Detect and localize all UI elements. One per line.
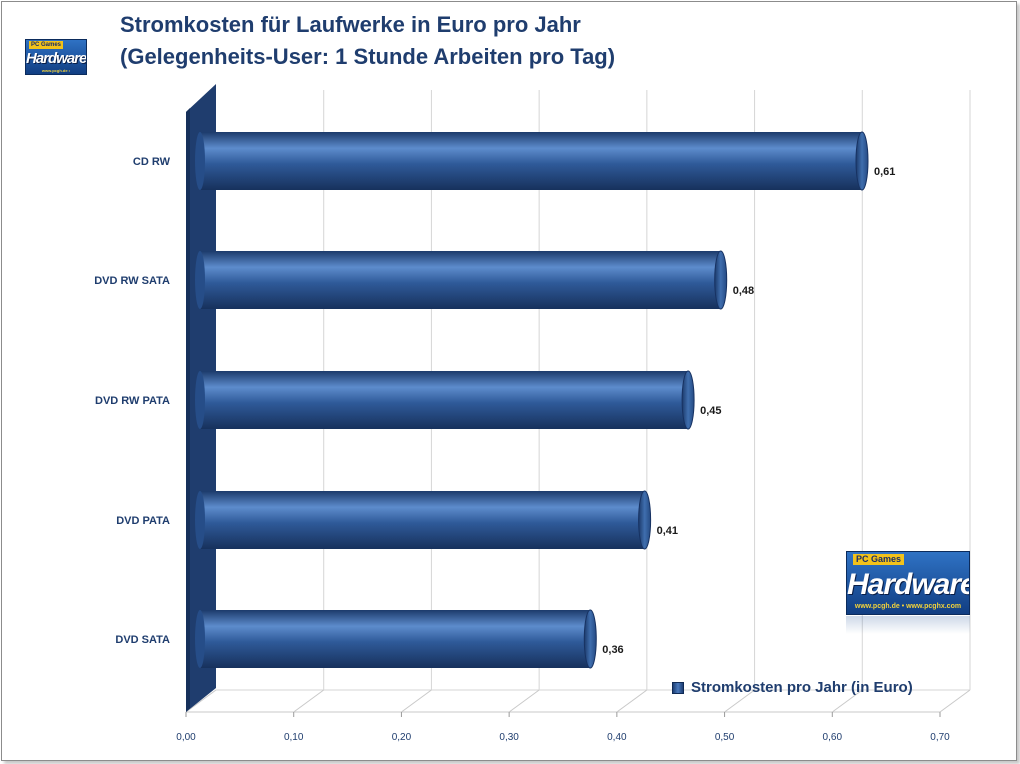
floor-gridline (939, 689, 971, 713)
chart-title: Stromkosten für Laufwerke in Euro pro Ja… (120, 12, 581, 37)
chart-subtitle: (Gelegenheits-User: 1 Stunde Arbeiten pr… (120, 44, 616, 69)
bar-start-cap (195, 371, 205, 429)
bar-body (199, 251, 721, 309)
label-layer: 0,00 0,10 0,20 0,30 0,40 0,50 0,60 0,70 CD RW 0,6… (94, 156, 950, 743)
logo-url-large: www.pcgh.de • www.pcghx.com (854, 603, 962, 610)
bar-start-cap (195, 132, 205, 190)
bar-cd-rw (195, 131, 869, 191)
x-tick-label: 0,30 (499, 732, 519, 743)
logo-url: www.pcgh.de • www.pcghx.com (40, 68, 71, 74)
bar-dvd-sata (195, 609, 597, 669)
x-tick-label: 0,00 (176, 732, 196, 743)
legend-label: Stromkosten pro Jahr (in Euro) (691, 679, 913, 696)
bar-dvd-rw-sata (195, 250, 728, 310)
logo-badge-large: PC Games (853, 554, 905, 565)
bar-end-cap (855, 131, 869, 191)
bar-dvd-rw-pata (195, 370, 695, 430)
hardware-logo-small: PC Games Hardware www.pcgh.de • www.pcgh… (25, 39, 87, 75)
x-tick-label: 0,20 (392, 732, 412, 743)
chart-legend: Stromkosten pro Jahr (in Euro) (672, 679, 913, 696)
bar-layer (195, 131, 869, 669)
bar-body (199, 132, 862, 190)
category-label: DVD PATA (116, 515, 170, 527)
category-label: CD RW (133, 156, 171, 168)
value-label: 0,45 (700, 405, 721, 417)
floor-gridline (831, 689, 863, 713)
category-label: DVD RW SATA (94, 275, 170, 287)
logo-word: Hardware (26, 50, 87, 67)
x-tick-label: 0,40 (607, 732, 627, 743)
bar-end-cap (638, 490, 652, 550)
bar-dvd-pata (195, 490, 652, 550)
floor-gridline (185, 689, 217, 713)
x-tick-label: 0,50 (715, 732, 735, 743)
category-label: DVD RW PATA (95, 395, 170, 407)
bar-start-cap (195, 610, 205, 668)
value-label: 0,36 (602, 644, 623, 656)
hardware-logo-large: PC Games Hardware www.pcgh.de • www.pcgh… (846, 551, 970, 615)
x-tick-label: 0,10 (284, 732, 304, 743)
x-tick-label: 0,60 (823, 732, 843, 743)
floor-gridline (724, 689, 755, 713)
logo-word-large: Hardware (847, 568, 970, 601)
floor-gridline (508, 689, 540, 713)
legend-swatch (672, 681, 684, 694)
bar-body (199, 371, 689, 429)
category-label: DVD SATA (115, 634, 170, 646)
value-label: 0,61 (874, 166, 895, 178)
x-tick-label: 0,70 (930, 732, 950, 743)
value-label: 0,41 (657, 525, 678, 537)
bar-body (199, 610, 591, 668)
bar-body (199, 491, 645, 549)
floor-gridline (616, 689, 648, 713)
floor-gridline (401, 689, 432, 713)
bar-end-cap (681, 370, 695, 430)
logo-reflection (846, 616, 970, 634)
bar-end-cap (714, 250, 728, 310)
bar-end-cap (583, 609, 597, 669)
logo-badge: PC Games (29, 41, 64, 49)
floor-gridline (293, 689, 325, 713)
bar-start-cap (195, 251, 205, 309)
axis-side-wall-edge (186, 108, 190, 712)
bar-start-cap (195, 491, 205, 549)
value-label: 0,48 (733, 285, 754, 297)
